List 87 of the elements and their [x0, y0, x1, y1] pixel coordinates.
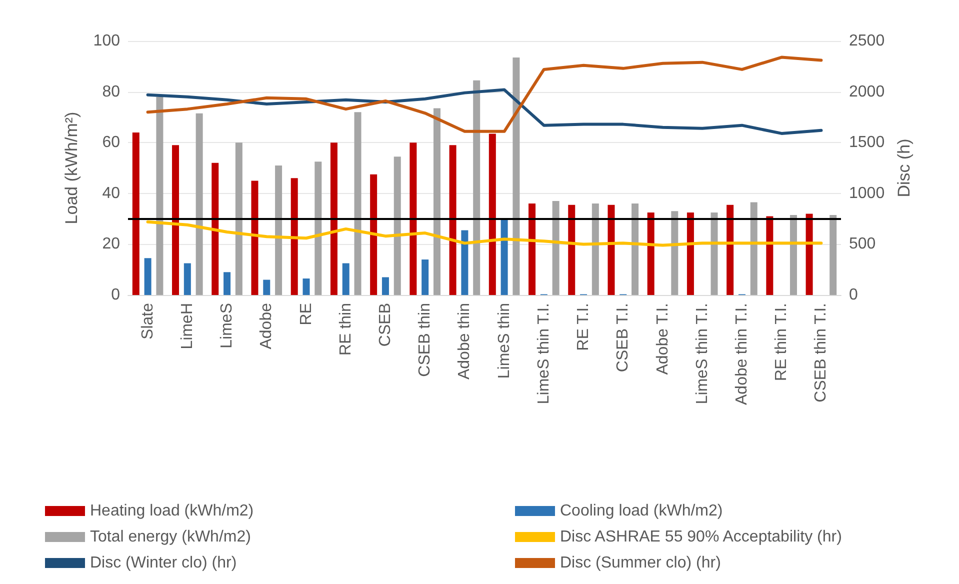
bar — [726, 204, 734, 295]
bar — [671, 211, 678, 295]
bar — [184, 263, 191, 295]
bar — [394, 156, 401, 295]
bar — [647, 212, 654, 295]
bar — [251, 180, 258, 295]
bar — [449, 145, 456, 295]
x-tick-label: RE thin — [337, 303, 354, 356]
bar — [263, 280, 270, 295]
bar — [568, 204, 576, 295]
bar — [710, 212, 718, 295]
line-series — [146, 56, 823, 133]
bar — [488, 134, 496, 295]
legend-label: Disc (Winter clo) (hr) — [90, 554, 237, 572]
bar — [156, 96, 164, 295]
bar — [410, 142, 417, 295]
bar — [132, 132, 140, 295]
y-tick-label: 80 — [102, 83, 120, 100]
x-tick-label: RE T.I. — [575, 303, 592, 351]
bar — [370, 174, 378, 295]
line-series — [146, 88, 823, 135]
x-tick-label: CSEB thin T.I. — [812, 303, 830, 402]
bar — [144, 258, 152, 295]
bar — [433, 108, 440, 295]
x-tick-label: Adobe thin — [456, 303, 474, 380]
x-tick-label: Slate — [139, 302, 156, 340]
bar — [552, 201, 560, 295]
legend-label: Heating load (kWh/m2) — [90, 502, 254, 520]
y-tick-label: 0 — [111, 286, 120, 304]
bar — [196, 113, 203, 295]
x-tick-label: Adobe — [258, 302, 276, 350]
x-tick-label: CSEB thin — [416, 303, 434, 377]
y2-tick-label: 0 — [849, 286, 858, 304]
legend-label: Total energy (kWh/m2) — [90, 528, 251, 546]
x-tick-label: Adobe thin T.I. — [733, 303, 750, 405]
y2-tick-label: 2500 — [849, 32, 885, 50]
bar — [608, 204, 615, 295]
y-tick-label: 20 — [102, 236, 120, 253]
bar — [592, 204, 599, 295]
bar — [422, 259, 429, 295]
bar — [290, 178, 298, 295]
bar — [224, 272, 231, 295]
bar — [235, 142, 242, 295]
bar — [750, 202, 758, 295]
line-series — [146, 220, 823, 247]
legend-label: Disc ASHRAE 55 90% Acceptability (hr) — [560, 528, 842, 546]
x-tick-label: CSEB T.I. — [614, 303, 632, 372]
bar — [632, 204, 639, 295]
bar — [314, 162, 322, 295]
x-tick-label: Adobe T.I. — [654, 303, 672, 375]
x-tick-label: LimeS thin T.I. — [694, 303, 711, 404]
x-tick-label: RE — [298, 303, 315, 326]
bar — [806, 214, 813, 295]
y2-tick-label: 1000 — [849, 184, 885, 202]
legend-label: Disc (Summer clo) (hr) — [560, 554, 721, 572]
bar — [212, 162, 219, 295]
y2-tick-label: 2000 — [849, 83, 885, 100]
y-tick-label: 60 — [102, 134, 120, 152]
bar — [342, 263, 350, 295]
legend-label: Cooling load (kWh/m2) — [560, 502, 723, 520]
x-tick-label: LimeS thin T.I. — [535, 303, 552, 404]
bar — [302, 278, 310, 295]
x-tick-label: LimeH — [178, 303, 196, 350]
bar — [766, 216, 774, 295]
bar — [330, 142, 338, 295]
bar — [275, 165, 282, 295]
bar — [686, 212, 694, 295]
bar — [172, 145, 180, 295]
bar — [461, 230, 468, 295]
bar — [500, 218, 508, 295]
y2-tick-label: 500 — [849, 236, 876, 253]
y-tick-label: 100 — [93, 32, 120, 50]
bar — [512, 58, 520, 295]
bar — [382, 277, 389, 295]
bar — [473, 80, 480, 295]
x-tick-label: RE thin T.I. — [773, 303, 790, 381]
bar — [354, 112, 362, 295]
x-tick-label: LimeS thin — [496, 303, 513, 379]
bar — [830, 214, 837, 295]
y-axis-title: Load (kWh/m²) — [62, 112, 81, 224]
bar — [528, 204, 536, 295]
y-tick-label: 40 — [102, 184, 120, 202]
x-tick-label: CSEB — [376, 303, 394, 347]
y2-axis-title: Disc (h) — [894, 138, 914, 198]
y2-tick-label: 1500 — [849, 134, 885, 152]
bar — [790, 214, 797, 295]
x-tick-label: LimeS — [218, 303, 236, 348]
